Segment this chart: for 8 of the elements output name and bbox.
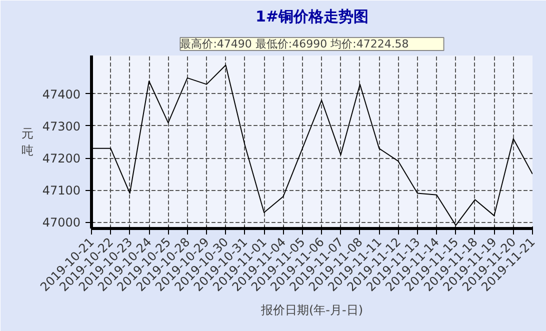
y-tick-label: 47100: [42, 184, 81, 198]
chart-title: 1#铜价格走势图: [255, 8, 369, 26]
y-tick-label: 47000: [42, 216, 81, 230]
y-tick-label: 47200: [42, 152, 81, 166]
y-axis-title: 元吨: [21, 126, 34, 158]
y-tick-label: 47400: [42, 87, 81, 102]
y-tick-label: 47300: [42, 119, 81, 134]
x-axis-title: 报价日期(年-月-日): [260, 303, 364, 318]
